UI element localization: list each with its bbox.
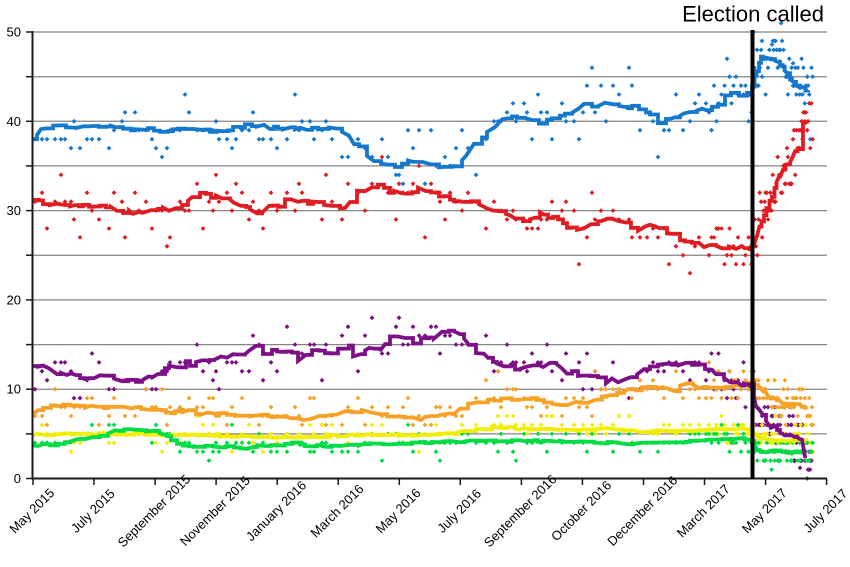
svg-text:Election called: Election called bbox=[682, 2, 824, 27]
svg-text:20: 20 bbox=[7, 292, 21, 307]
svg-text:10: 10 bbox=[7, 382, 21, 397]
svg-text:50: 50 bbox=[7, 25, 21, 40]
svg-text:40: 40 bbox=[7, 114, 21, 129]
svg-text:30: 30 bbox=[7, 203, 21, 218]
svg-text:0: 0 bbox=[14, 471, 21, 486]
